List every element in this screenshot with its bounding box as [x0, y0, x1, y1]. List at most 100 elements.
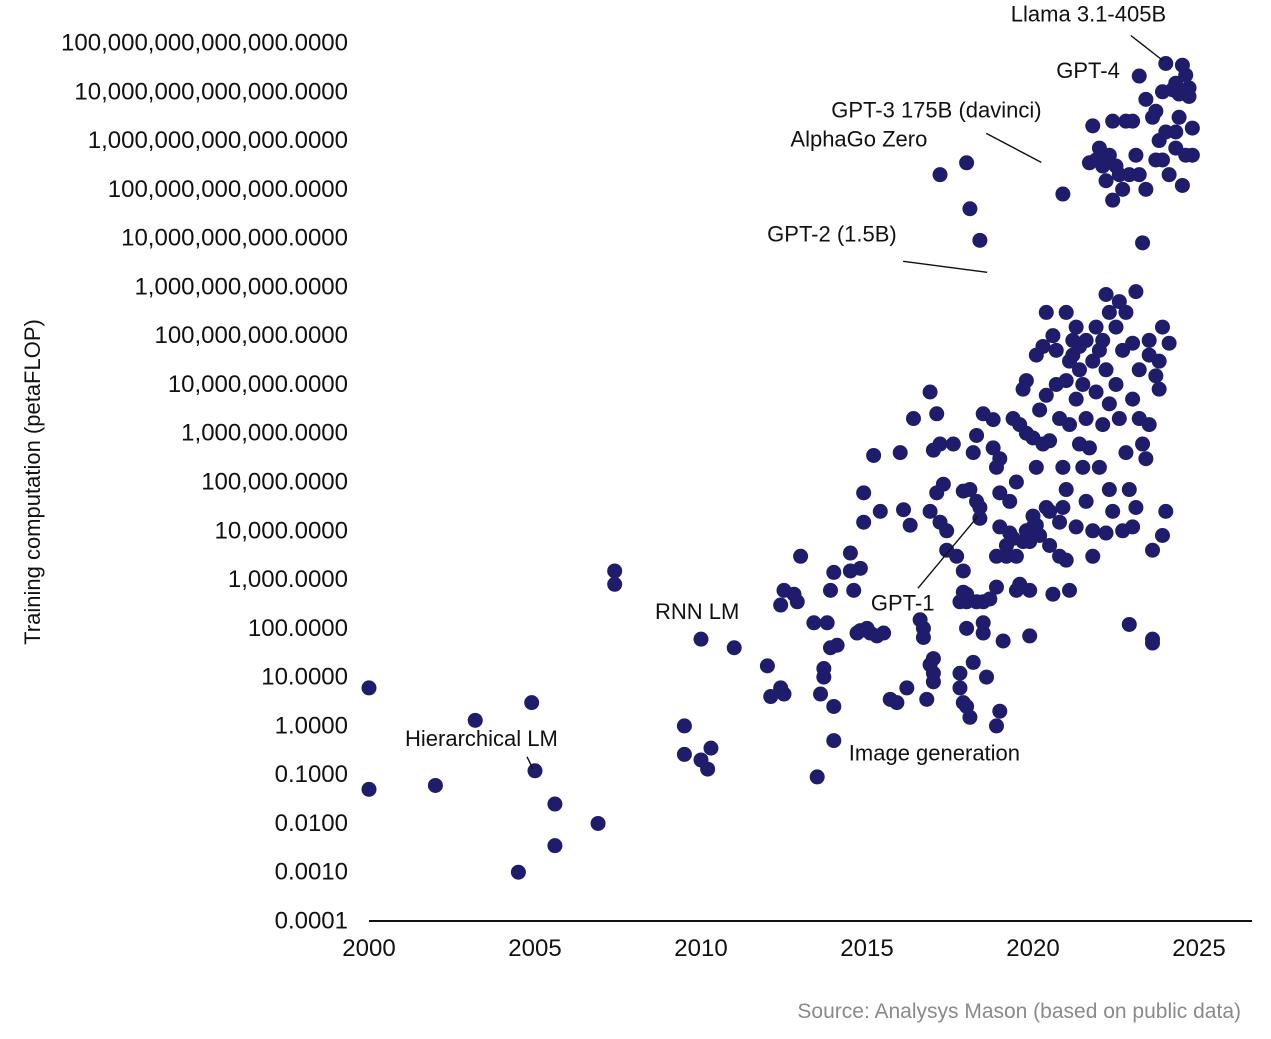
x-tick-label: 2005 [508, 935, 561, 962]
data-point [789, 594, 805, 610]
data-point [773, 597, 789, 613]
data-point [915, 629, 931, 645]
y-tick-label: 10,000,000,000.0000 [121, 225, 348, 252]
data-point [935, 476, 951, 492]
data-point [905, 411, 921, 427]
data-point [1095, 332, 1111, 348]
data-point [1088, 384, 1104, 400]
data-point [1088, 319, 1104, 335]
data-point [1184, 147, 1200, 163]
data-point [1154, 528, 1170, 544]
y-axis-ticks: 0.0001 0.0010 0.0100 0.1000 1.0000 10.0000 100… [61, 30, 348, 935]
data-point [852, 560, 868, 576]
data-point [939, 523, 955, 539]
data-point [826, 698, 842, 714]
data-point [1148, 368, 1164, 384]
data-point [1002, 493, 1018, 509]
data-point [1078, 411, 1094, 427]
data-point [1035, 338, 1051, 354]
y-tick-label: 1,000,000,000,000.0000 [88, 127, 348, 154]
data-point [826, 564, 842, 580]
data-point [1131, 68, 1147, 84]
y-tick-label: 0.1000 [275, 761, 348, 788]
y-tick-label: 10,000,000.0000 [168, 371, 348, 398]
data-point [1095, 158, 1111, 174]
data-point [1032, 528, 1048, 544]
data-point [959, 620, 975, 636]
data-point [1135, 235, 1151, 251]
data-point [1058, 373, 1074, 389]
data-point [1078, 332, 1094, 348]
data-point [1042, 503, 1058, 519]
data-point [607, 563, 623, 579]
data-point [1052, 514, 1068, 530]
data-point [945, 436, 961, 452]
data-point [1121, 616, 1137, 632]
data-point [889, 695, 905, 711]
data-point [1151, 353, 1167, 369]
data-point [1055, 186, 1071, 202]
data-point [527, 763, 543, 779]
data-point [1118, 304, 1134, 320]
data-point [929, 406, 945, 422]
data-point [969, 427, 985, 443]
y-tick-label: 100,000.0000 [201, 469, 348, 496]
data-point [856, 485, 872, 501]
data-point [1032, 402, 1048, 418]
y-tick-label: 10,000.0000 [215, 517, 348, 544]
data-point [965, 445, 981, 461]
data-point [1078, 493, 1094, 509]
data-point [1108, 376, 1124, 392]
y-tick-label: 1.0000 [275, 712, 348, 739]
data-point [1045, 586, 1061, 602]
annotation-leader-line [1130, 34, 1164, 62]
y-tick-label: 1,000,000,000.0000 [134, 273, 348, 300]
data-point [1125, 335, 1141, 351]
data-point [1022, 582, 1038, 598]
y-tick-label: 10.0000 [261, 664, 348, 691]
y-tick-label: 1,000.0000 [228, 566, 348, 593]
data-point [975, 615, 991, 631]
data-point [962, 201, 978, 217]
data-point [524, 695, 540, 711]
x-tick-label: 2000 [342, 935, 395, 962]
data-point [1168, 124, 1184, 140]
data-point [1174, 177, 1190, 193]
data-point [759, 658, 775, 674]
data-point [1138, 91, 1154, 107]
y-tick-label: 0.0010 [275, 859, 348, 886]
data-point [932, 167, 948, 183]
data-point [922, 503, 938, 519]
data-point [1128, 500, 1144, 516]
annotation-label: Hierarchical LM [405, 726, 558, 751]
data-point [972, 232, 988, 248]
data-point [1138, 181, 1154, 197]
data-point [902, 517, 918, 533]
data-point [1101, 304, 1117, 320]
source-note: Source: Analysys Mason (based on public … [797, 1000, 1241, 1023]
data-point [1075, 459, 1091, 475]
data-point [962, 482, 978, 498]
data-point [1068, 519, 1084, 535]
data-point [979, 669, 995, 685]
data-point [1161, 167, 1177, 183]
data-point [1058, 552, 1074, 568]
data-point [1111, 294, 1127, 310]
data-point [1145, 635, 1161, 651]
data-point [1118, 445, 1134, 461]
data-point [361, 680, 377, 696]
data-point [1008, 548, 1024, 564]
data-point [962, 709, 978, 725]
data-point [952, 680, 968, 696]
data-point [925, 651, 941, 667]
data-point [1125, 391, 1141, 407]
y-tick-label: 100,000,000.0000 [154, 322, 348, 349]
data-point [1178, 67, 1194, 83]
data-point [1091, 459, 1107, 475]
data-point [1111, 411, 1127, 427]
data-point [676, 718, 692, 734]
data-point [607, 576, 623, 592]
data-point [510, 864, 526, 880]
data-point [1038, 304, 1054, 320]
